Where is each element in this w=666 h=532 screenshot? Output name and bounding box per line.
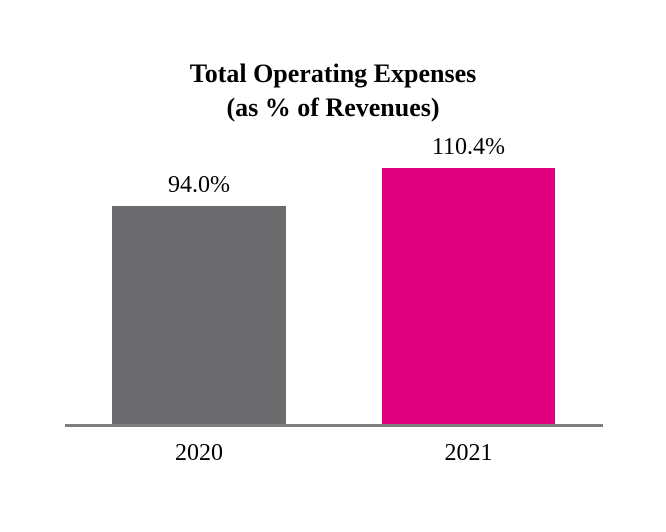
plot-area: 94.0% 110.4% — [112, 134, 555, 424]
value-label-2021: 110.4% — [431, 134, 506, 160]
x-tick-label-2020: 2020 — [175, 440, 223, 466]
bar-2021 — [382, 168, 555, 424]
chart-title-line1: Total Operating Expenses — [189, 59, 477, 88]
bar-2020 — [112, 206, 286, 424]
chart-title: Total Operating Expenses (as % of Revenu… — [0, 57, 666, 125]
x-tick-label-2021: 2021 — [444, 440, 493, 466]
chart-title-line2: (as % of Revenues) — [226, 92, 440, 122]
bar-group-2020: 94.0% — [112, 172, 286, 424]
value-label-2020: 94.0% — [168, 172, 230, 198]
bar-group-2021: 110.4% — [382, 134, 555, 424]
x-axis-line — [65, 424, 603, 427]
